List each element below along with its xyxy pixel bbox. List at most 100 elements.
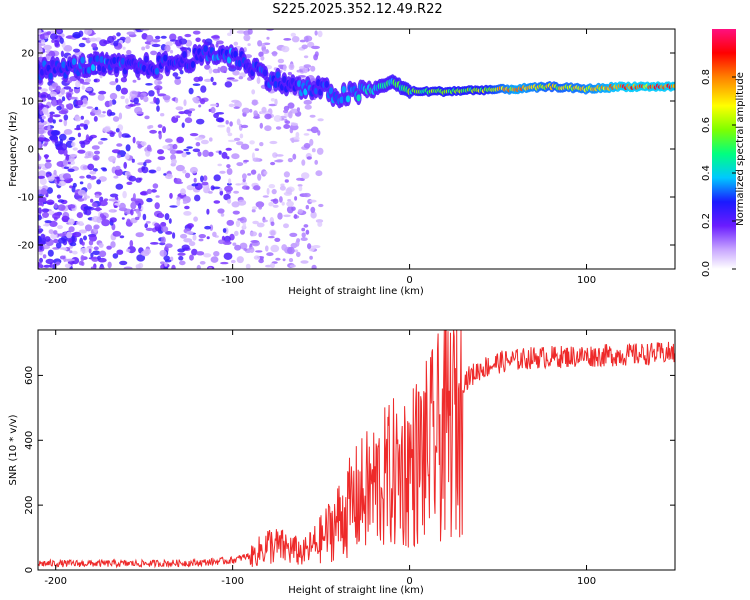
spectrogram-noise-cell [186, 231, 194, 235]
spectrogram-noise-cell [267, 235, 275, 239]
spectrogram-noise-cell [297, 184, 303, 187]
spectrogram-noise-cell [189, 133, 199, 137]
snr-y-tick-label: 200 [24, 496, 35, 515]
spectrogram-ridge-cell [112, 57, 117, 64]
spectrogram-noise-cell [234, 244, 242, 251]
spectrogram-noise-cell [38, 175, 45, 179]
spectrogram-noise-cell [77, 189, 86, 196]
spectrogram-ridge-cell [144, 55, 149, 63]
spectrogram-noise-cell [271, 188, 277, 195]
spectrogram-noise-cell [288, 258, 294, 263]
spectrogram-noise-cell [174, 78, 182, 85]
spectrogram-noise-cell [155, 35, 161, 40]
spectrogram-noise-cell [148, 169, 157, 174]
spectrogram-noise-cell [76, 212, 83, 219]
spectrogram-noise-cell [57, 98, 63, 106]
spectrogram-noise-cell [66, 258, 75, 262]
spectrogram-noise-cell [163, 173, 167, 176]
spectrogram-noise-cell [314, 30, 318, 36]
spectrogram-noise-cell [278, 64, 283, 68]
spectrogram-noise-cell [283, 223, 289, 229]
spectrogram-noise-cell [57, 237, 67, 244]
spectrogram-noise-cell [43, 44, 52, 51]
spectrogram-noise-cell [96, 179, 101, 185]
spectrogram-noise-cell [174, 150, 184, 154]
spectrogram-noise-cell [38, 140, 42, 147]
spectrogram-noise-cell [38, 196, 47, 202]
spectrogram-noise-cell [240, 229, 245, 235]
spectrogram-noise-cell [162, 126, 166, 134]
spectrogram-noise-cell [164, 213, 170, 221]
spectrogram-noise-cell [162, 95, 171, 101]
spectrogram-noise-cell [220, 261, 229, 265]
spectrogram-noise-cell [231, 79, 239, 82]
spectrogram-noise-cell [62, 173, 72, 180]
spectrogram-noise-cell [274, 237, 281, 242]
spectrogram-noise-cell [135, 264, 141, 269]
spectrogram-noise-cell [91, 256, 99, 262]
spectrogram-noise-cell [202, 149, 210, 157]
spectrogram-noise-cell [165, 138, 173, 143]
spectrogram-noise-cell [152, 183, 159, 189]
spectrogram-noise-cell [55, 242, 62, 249]
spectrogram-noise-cell [259, 257, 264, 261]
spectrogram-noise-cell [158, 213, 164, 219]
spectrogram-noise-cell [318, 203, 324, 208]
spectrogram-noise-cell [79, 175, 85, 179]
spectrogram-noise-cell [181, 244, 190, 251]
spectrogram-noise-cell [109, 217, 117, 223]
spectrogram-noise-cell [108, 198, 117, 202]
spectrogram-noise-cell [47, 117, 54, 123]
spectrogram-noise-cell [43, 108, 49, 115]
spectrogram-noise-cell [38, 124, 44, 129]
spectrogram-noise-cell [283, 38, 292, 41]
spectrogram-noise-cell [146, 188, 152, 194]
spectrogram-ridge-cell [672, 83, 675, 89]
snr-line [38, 330, 675, 569]
spectrogram-noise-cell [133, 97, 139, 105]
spectrogram-noise-cell [122, 46, 126, 50]
spectrogram-noise-cell [114, 202, 121, 206]
spectrogram-noise-cell [253, 255, 260, 260]
spectrogram-noise-cell [217, 163, 222, 167]
spectrogram-noise-cell [208, 266, 213, 269]
spectrogram-ridge-cell [316, 79, 321, 87]
spectrogram-noise-cell [203, 78, 212, 82]
spectrogram-noise-cell [137, 111, 144, 115]
spectrogram-noise-cell [71, 257, 80, 265]
spectrogram-noise-cell [270, 244, 280, 253]
spectrogram-noise-cell [230, 259, 236, 264]
spectrogram-noise-cell [193, 76, 201, 83]
spectrogram-noise-cell [216, 40, 224, 45]
colorbar: 0.0 0.2 0.4 0.6 0.8 Normalized spectral ampl… [701, 29, 746, 277]
spectrogram-noise-cell [218, 239, 225, 245]
spectrogram-ridge-cell [99, 56, 104, 64]
spectrogram-ridge-cell [303, 88, 308, 96]
spectrogram-noise-cell [301, 232, 306, 238]
spectrogram-noise-cell [52, 119, 56, 124]
spectrogram-ridge-cell [275, 71, 281, 79]
spectrogram-noise-cell [261, 106, 267, 113]
spectrogram-noise-cell [59, 255, 66, 260]
snr-y-tick-label: 0 [24, 567, 35, 573]
spectrogram-noise-cell [305, 229, 310, 235]
spectrogram-noise-cell [84, 29, 93, 35]
spectrogram-noise-cell [273, 115, 282, 122]
spectrogram-noise-cell [38, 44, 42, 51]
spectrogram-noise-cell [178, 255, 184, 261]
spectrogram-noise-cell [81, 81, 90, 85]
spectrogram-noise-cell [293, 136, 300, 141]
colorbar-tick-label: 0.8 [701, 69, 712, 85]
spectrogram-noise-cell [93, 224, 100, 230]
spectrogram-noise-cell [268, 184, 276, 189]
spectrogram-noise-cell [71, 235, 75, 243]
spectrogram-noise-cell [72, 31, 81, 39]
spectrogram-noise-cell [208, 191, 213, 194]
spectrogram-noise-cell [116, 143, 123, 147]
spectrogram-noise-cell [135, 177, 142, 183]
spectrogram-noise-cell [203, 253, 212, 258]
spectrogram-noise-cell [245, 263, 251, 269]
spectrogram-noise-cell [63, 45, 73, 52]
spectrogram-noise-cell [57, 180, 67, 187]
spectrogram-noise-cell [317, 118, 324, 122]
